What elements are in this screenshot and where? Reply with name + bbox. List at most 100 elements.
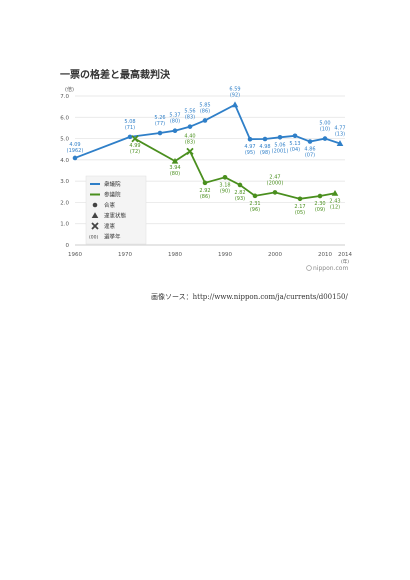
data-point-circle bbox=[202, 180, 208, 186]
y-tick-label: 7.0 bbox=[60, 94, 69, 100]
data-value-label: 2.47 bbox=[269, 174, 280, 180]
x-tick-label: 2000 bbox=[268, 252, 282, 258]
data-value-label: 4.86 bbox=[304, 147, 315, 153]
x-axis-unit: (年) bbox=[341, 258, 349, 265]
data-point-triangle bbox=[231, 101, 239, 108]
data-year-label: (07) bbox=[305, 153, 315, 159]
y-axis-unit: (倍) bbox=[65, 86, 74, 93]
legend-entry-label: 衆議院 bbox=[104, 180, 121, 188]
y-tick-label: 1.0 bbox=[60, 222, 69, 228]
y-tick-label: 2.0 bbox=[60, 200, 69, 206]
data-year-label: (86) bbox=[200, 194, 210, 200]
data-year-label: (2000) bbox=[267, 180, 284, 186]
nippon-logo: nippon.com bbox=[306, 265, 348, 272]
x-tick-label: 2014 bbox=[338, 252, 352, 258]
data-value-label: 6.59 bbox=[229, 87, 240, 93]
data-year-label: (95) bbox=[245, 150, 255, 156]
data-year-label: (93) bbox=[235, 196, 245, 202]
data-value-label: 5.08 bbox=[124, 119, 135, 125]
data-value-label: 2.31 bbox=[249, 201, 260, 207]
data-value-label: 5.85 bbox=[199, 102, 210, 108]
data-point-circle bbox=[187, 124, 193, 129]
data-value-label: 4.97 bbox=[244, 144, 255, 150]
y-tick-label: 0 bbox=[66, 243, 70, 249]
data-value-label: 5.13 bbox=[289, 141, 300, 147]
chart-title: 一票の格差と最高裁判決 bbox=[60, 70, 170, 81]
data-year-label: (71) bbox=[125, 125, 135, 131]
data-value-label: 2.82 bbox=[234, 190, 245, 196]
data-value-label: 4.40 bbox=[184, 133, 195, 139]
y-tick-label: 5.0 bbox=[60, 137, 69, 143]
data-point-circle bbox=[222, 175, 228, 180]
y-tick-label: 6.0 bbox=[60, 115, 69, 121]
y-tick-label: 4.0 bbox=[60, 158, 69, 164]
x-tick-label: 1990 bbox=[218, 252, 232, 258]
data-value-label: 3.94 bbox=[169, 165, 180, 171]
data-year-label: (05) bbox=[295, 210, 305, 216]
data-value-label: 2.30 bbox=[314, 201, 325, 207]
data-value-label: 4.98 bbox=[259, 144, 270, 150]
data-point-circle bbox=[172, 128, 178, 133]
data-value-label: 4.09 bbox=[69, 142, 80, 148]
data-year-label: (04) bbox=[290, 147, 300, 153]
data-value-label: 2.17 bbox=[294, 204, 305, 210]
data-point-cross bbox=[186, 147, 194, 155]
legend-box bbox=[85, 175, 147, 245]
data-year-label: (13) bbox=[335, 131, 345, 137]
data-point-circle bbox=[72, 155, 78, 161]
data-year-label: (98) bbox=[260, 150, 270, 156]
data-point-circle bbox=[237, 182, 243, 188]
x-tick-label: 1970 bbox=[118, 252, 132, 258]
source-mark-text: nippon.com bbox=[313, 265, 348, 272]
legend-prefix: (00) bbox=[89, 235, 98, 241]
data-year-label: (80) bbox=[170, 171, 180, 177]
data-point-triangle bbox=[331, 189, 339, 196]
data-point-circle bbox=[317, 193, 323, 199]
data-value-label: 5.26 bbox=[154, 115, 165, 121]
data-point-circle bbox=[252, 193, 258, 199]
data-point-circle bbox=[262, 136, 268, 142]
data-year-label: (09) bbox=[315, 207, 325, 213]
data-point-circle bbox=[157, 130, 163, 136]
data-value-label: 5.56 bbox=[184, 109, 195, 115]
legend-entry-label: 参議院 bbox=[104, 191, 121, 199]
data-value-label: 2.43 bbox=[329, 198, 340, 204]
data-year-label: (90) bbox=[220, 188, 230, 194]
data-value-label: 2.92 bbox=[199, 188, 210, 194]
data-year-label: (80) bbox=[170, 119, 180, 125]
data-point-circle bbox=[307, 139, 313, 144]
data-value-label: 4.77 bbox=[334, 125, 345, 131]
x-tick-label: 1980 bbox=[168, 252, 182, 258]
data-point-circle bbox=[247, 136, 253, 142]
y-tick-label: 3.0 bbox=[60, 179, 69, 185]
shugiin-series-line bbox=[74, 103, 341, 159]
data-point-circle bbox=[297, 196, 303, 202]
data-point-circle bbox=[322, 136, 328, 141]
legend-entry-label: 選挙年 bbox=[104, 233, 121, 241]
data-year-label: (77) bbox=[155, 121, 165, 127]
data-value-label: 4.99 bbox=[129, 143, 140, 149]
data-year-label: (83) bbox=[185, 115, 195, 121]
data-point-triangle bbox=[336, 140, 344, 146]
data-point-circle bbox=[202, 118, 208, 123]
image-source-caption: 画像ソース：http://www.nippon.com/ja/currents/… bbox=[151, 293, 348, 301]
x-tick-label: 1960 bbox=[68, 252, 82, 258]
data-value-label: 5.00 bbox=[319, 121, 330, 127]
legend-entry-label: 違憲 bbox=[104, 222, 116, 230]
data-year-label: (12) bbox=[330, 204, 340, 210]
x-tick-label: 2010 bbox=[318, 252, 332, 258]
data-year-label: (92) bbox=[230, 93, 240, 99]
legend-entry-label: 違憲状態 bbox=[104, 212, 127, 220]
data-year-label: (83) bbox=[185, 139, 195, 145]
data-point-circle bbox=[292, 133, 298, 139]
data-point-cross bbox=[131, 135, 139, 143]
legend-entry-label: 合憲 bbox=[104, 201, 116, 209]
data-year-label: (10) bbox=[320, 127, 330, 133]
data-value-label: 3.18 bbox=[219, 182, 230, 188]
data-point-circle bbox=[272, 190, 278, 195]
data-year-label: (72) bbox=[130, 149, 140, 155]
data-year-label: (96) bbox=[250, 207, 260, 213]
data-year-label: (86) bbox=[200, 108, 210, 114]
data-point-circle bbox=[92, 202, 98, 208]
